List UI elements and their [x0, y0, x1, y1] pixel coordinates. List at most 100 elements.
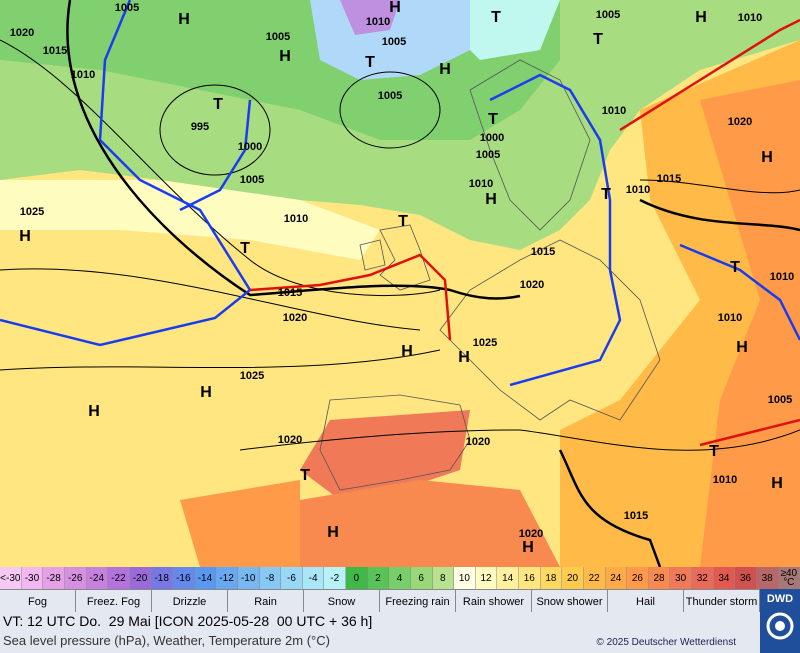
pressure-label: 1020	[520, 279, 544, 291]
scale-cell: 22	[583, 567, 606, 589]
logo-icon	[766, 612, 794, 640]
pressure-system: T	[730, 259, 740, 276]
pressure-label: 1015	[657, 173, 681, 185]
scale-cell: -4	[302, 567, 325, 589]
scale-cell: -26	[64, 567, 87, 589]
pressure-label: 1005	[115, 2, 139, 14]
pressure-label: 1015	[531, 246, 555, 258]
pressure-system: T	[240, 240, 250, 257]
scale-below: <-30	[0, 567, 22, 589]
scale-cell: -24	[86, 567, 109, 589]
weather-legend: Fog Freez. Fog Drizzle Rain Snow Freezing rai…	[0, 589, 760, 613]
pressure-system: H	[327, 524, 339, 541]
scale-cell: -18	[151, 567, 173, 589]
legend-item: Rain	[228, 590, 304, 613]
pressure-system: H	[88, 403, 100, 420]
pressure-label: 1025	[20, 206, 44, 218]
pressure-system: H	[200, 384, 212, 401]
pressure-label: 1010	[770, 271, 794, 283]
pressure-system: H	[279, 48, 291, 65]
logo-text: DWD	[766, 593, 794, 605]
legend-item: Hail	[608, 590, 684, 613]
scale-cell: 18	[540, 567, 563, 589]
scale-cell: -14	[194, 567, 217, 589]
pressure-label: 1010	[626, 184, 650, 196]
pressure-label: 1020	[278, 434, 302, 446]
scale-cell: 32	[692, 567, 714, 589]
pressure-system: T	[491, 9, 501, 26]
legend-item: Snow shower	[532, 590, 608, 613]
pressure-label: 1005	[596, 9, 620, 21]
scale-cell: -30	[21, 567, 44, 589]
scale-cell: 16	[519, 567, 541, 589]
pressure-system: T	[300, 467, 310, 484]
legend-item: Snow	[304, 590, 380, 613]
pressure-label: 1005	[382, 36, 406, 48]
scale-cell: 6	[410, 567, 433, 589]
pressure-system: H	[736, 339, 748, 356]
pressure-label: 1025	[473, 337, 497, 349]
pressure-system: T	[365, 54, 375, 71]
pressure-label: 1015	[278, 287, 302, 299]
scale-cell: 20	[562, 567, 584, 589]
pressure-system: H	[695, 9, 707, 26]
pressure-label: 1020	[466, 436, 490, 448]
pressure-label: 1015	[624, 510, 648, 522]
legend-item: Fog	[0, 590, 76, 613]
temperature-scale: <-30 -30 -28 -26 -24 -22 -20 -18 -16 -14 -12 -10 -8-…	[0, 567, 800, 589]
copyright: © 2025 Deutscher Wetterdienst	[596, 637, 736, 648]
pressure-system: H	[389, 0, 401, 16]
description: Sea level pressure (hPa), Weather, Tempe…	[3, 633, 330, 648]
scale-cell: 38	[756, 567, 779, 589]
pressure-label: 1010	[738, 12, 762, 24]
scale-cell: 12	[475, 567, 498, 589]
scale-cell: 2	[367, 567, 390, 589]
scale-cell: -8	[259, 567, 282, 589]
pressure-system: H	[761, 149, 773, 166]
pressure-label: 1020	[10, 27, 34, 39]
scale-cell: -22	[108, 567, 130, 589]
legend-item: Freezing rain	[380, 590, 456, 613]
pressure-system: H	[771, 475, 783, 492]
pressure-system: H	[19, 228, 31, 245]
pressure-label: 1025	[240, 370, 264, 382]
pressure-system: H	[178, 11, 190, 28]
scale-cell: -10	[237, 567, 260, 589]
pressure-system: T	[488, 111, 498, 128]
scale-cell: 10	[454, 567, 476, 589]
pressure-system: H	[401, 343, 413, 360]
scale-cell: -16	[173, 567, 195, 589]
pressure-label: 1015	[43, 45, 67, 57]
footer: VT: 12 UTC Do. 29 Mai [ICON 2025-05-28 0…	[0, 612, 760, 653]
pressure-system: H	[522, 539, 534, 556]
scale-cell: 14	[497, 567, 519, 589]
scale-cell: -28	[43, 567, 65, 589]
pressure-system: T	[601, 186, 611, 203]
pressure-label: 1010	[366, 16, 390, 28]
pressure-label: 1010	[602, 105, 626, 117]
pressure-label: 1010	[71, 69, 95, 81]
scale-cell: -20	[129, 567, 152, 589]
scale-cell: 24	[605, 567, 628, 589]
pressure-system: T	[593, 31, 603, 48]
pressure-system: H	[458, 349, 470, 366]
legend-item: Thunder storm	[684, 590, 760, 613]
legend-item: Freez. Fog	[76, 590, 152, 613]
pressure-label: 1005	[768, 394, 792, 406]
legend-item: Rain shower	[456, 590, 532, 613]
pressure-label: 1005	[266, 31, 290, 43]
logo: DWD	[760, 589, 800, 653]
pressure-label: 1005	[476, 149, 500, 161]
scale-cell: 34	[713, 567, 736, 589]
valid-time: VT: 12 UTC Do. 29 Mai [ICON 2025-05-28 0…	[3, 613, 373, 629]
pressure-system: T	[398, 213, 408, 230]
pressure-label: 1000	[238, 141, 262, 153]
scale-cell: -6	[281, 567, 303, 589]
pressure-label: 1010	[284, 213, 308, 225]
weather-map: 1005 1020 1015 1010 995 1000 1005 1025 1010 1015 1…	[0, 0, 800, 567]
scale-cell: 28	[648, 567, 671, 589]
scale-cell: 36	[735, 567, 757, 589]
pressure-label: 1010	[469, 178, 493, 190]
pressure-label: 1005	[240, 174, 264, 186]
pressure-label: 1020	[728, 116, 752, 128]
